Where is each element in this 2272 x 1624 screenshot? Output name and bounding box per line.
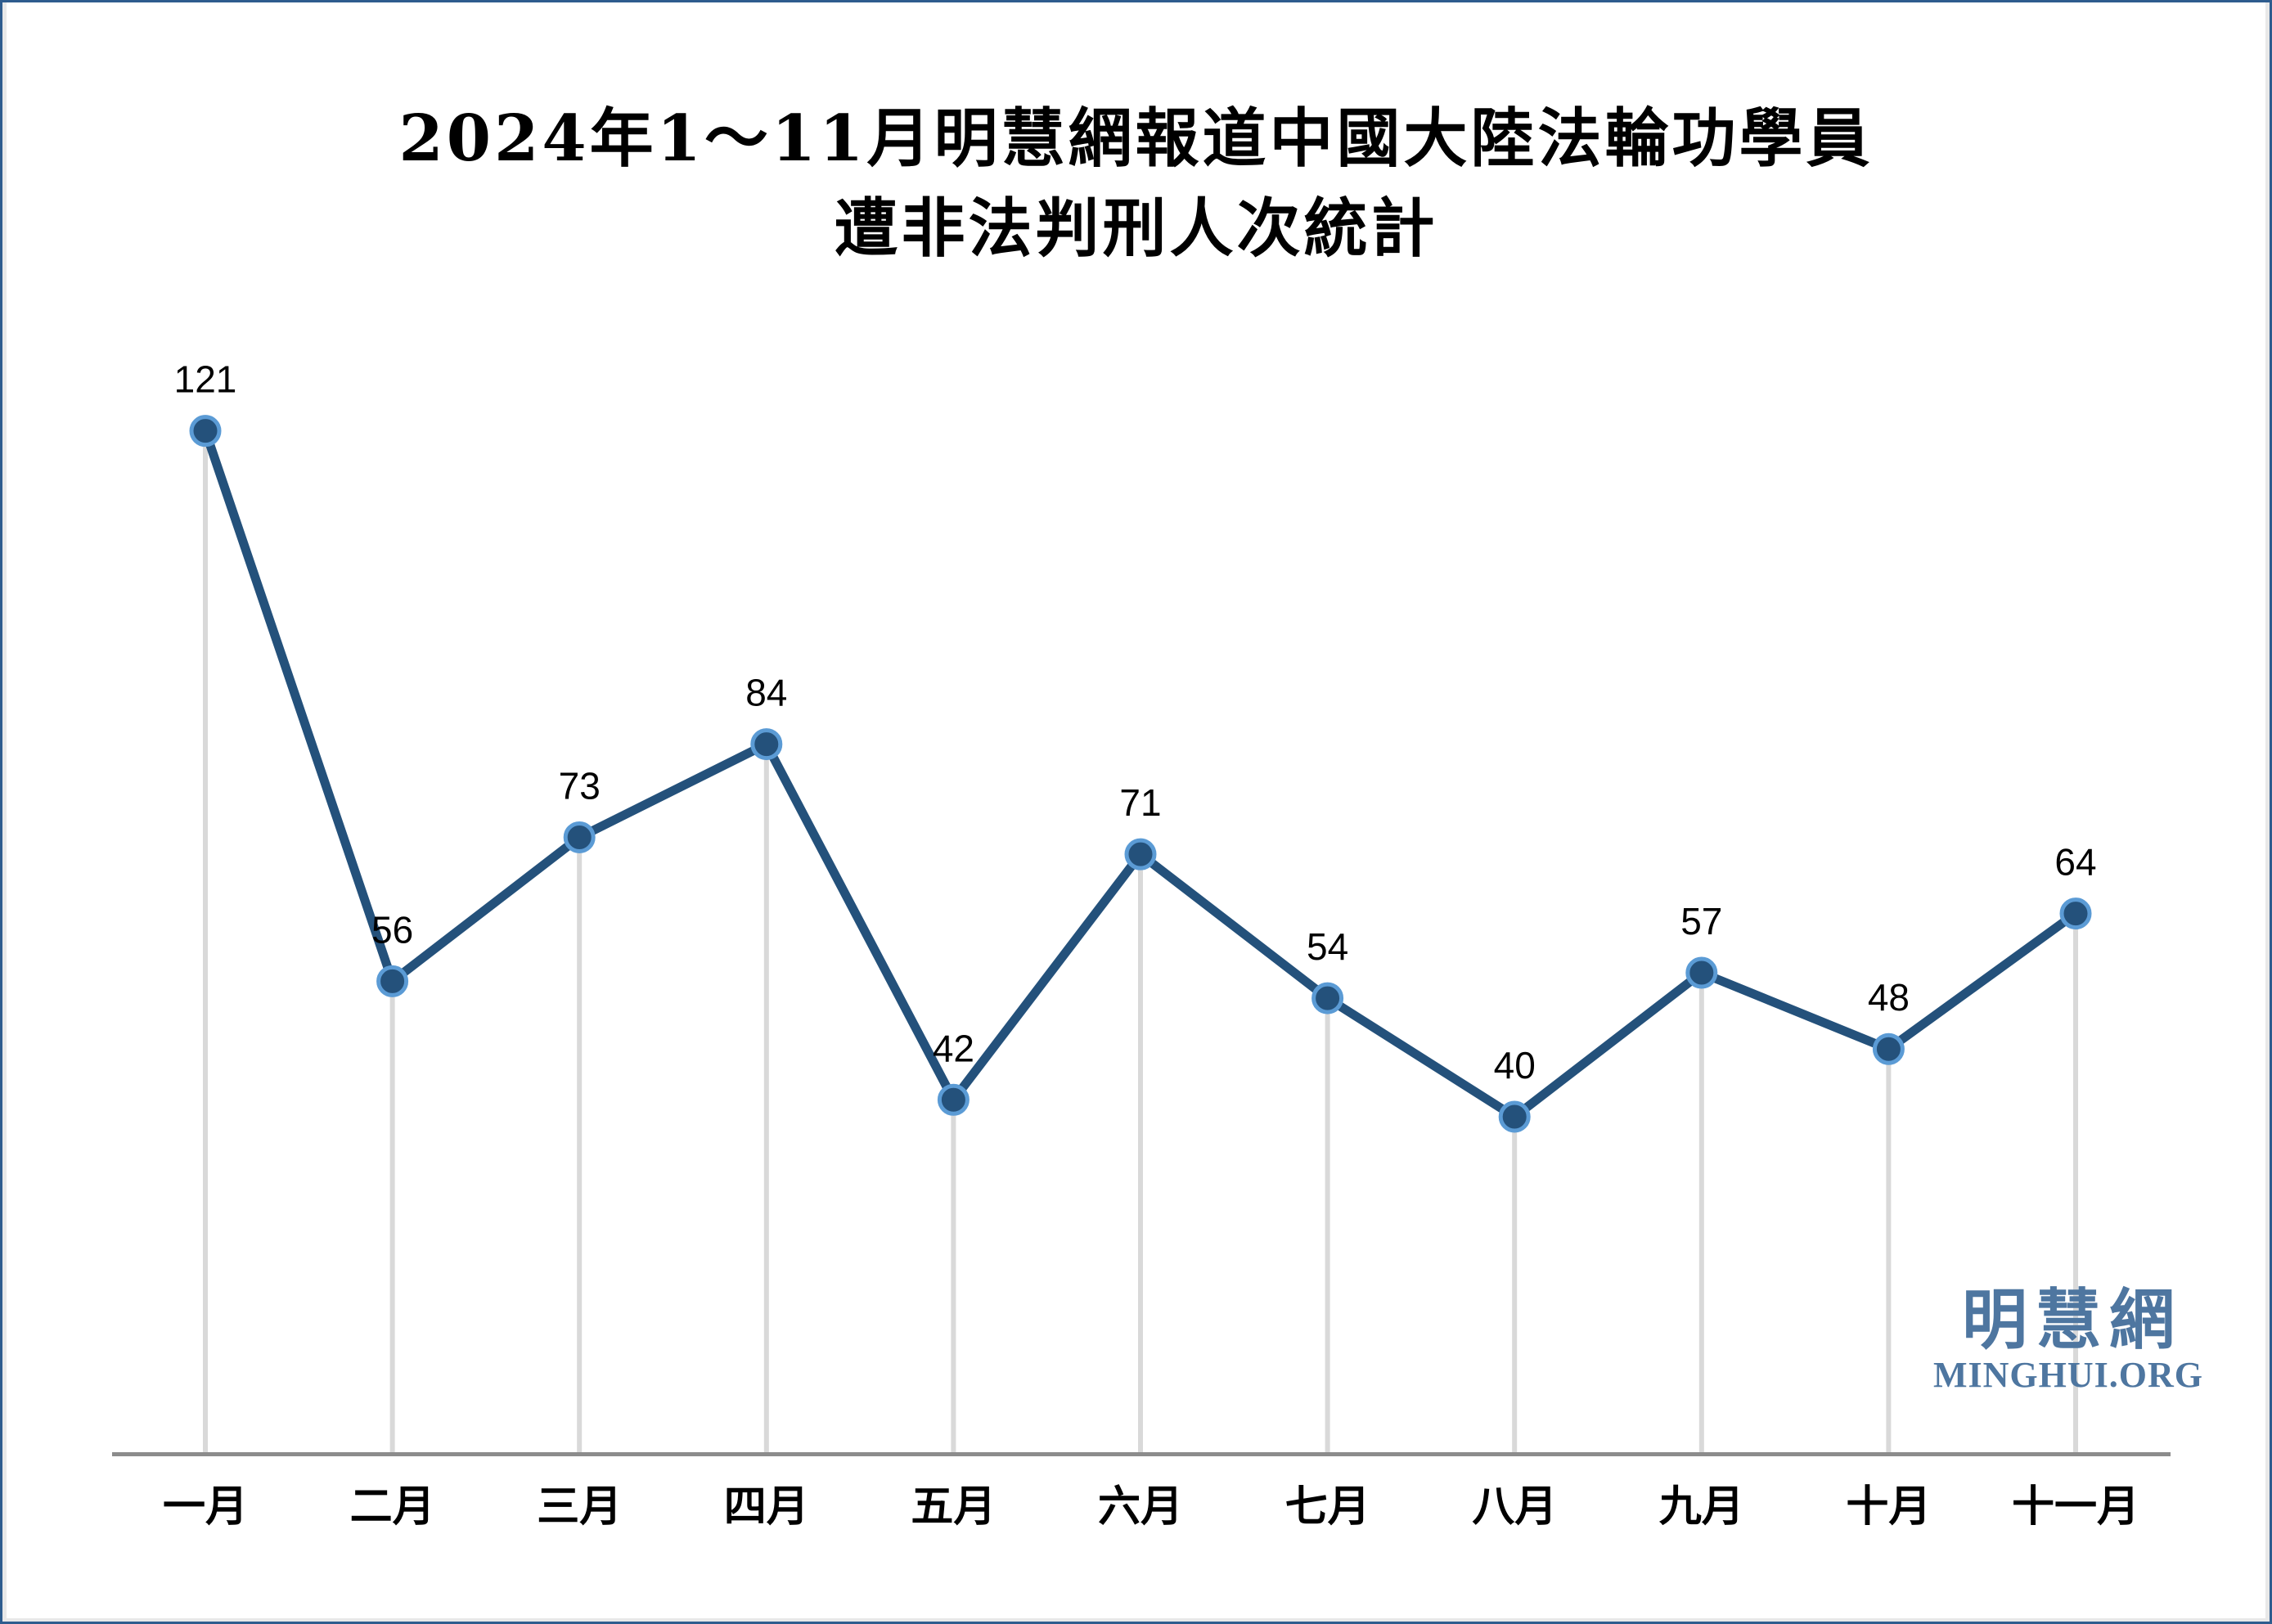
data-point-marker: [376, 965, 409, 997]
x-axis-label: 五月: [911, 1482, 996, 1532]
x-axis-label: 十一月: [2012, 1482, 2139, 1532]
data-point-label: 42: [933, 1027, 974, 1069]
data-point-marker: [1124, 838, 1157, 870]
x-axis-label: 九月: [1659, 1482, 1744, 1532]
data-point-label: 84: [745, 672, 787, 714]
x-axis-label: 八月: [1472, 1482, 1557, 1532]
data-point-marker: [563, 821, 596, 853]
x-axis-label: 一月: [163, 1482, 248, 1532]
data-point-marker: [2059, 897, 2092, 930]
minghui-logo-cjk: 明慧網: [1962, 1281, 2183, 1358]
data-point-marker: [189, 415, 222, 448]
x-axis-label: 四月: [724, 1482, 809, 1532]
data-point-label: 71: [1119, 781, 1161, 824]
data-point-label: 64: [2054, 841, 2096, 884]
data-point-label: 121: [174, 358, 237, 401]
x-axis-label: 十月: [1846, 1482, 1931, 1532]
x-axis-line: [112, 1452, 2171, 1456]
data-point-label: 54: [1307, 925, 1348, 968]
data-point-label: 48: [1868, 976, 1910, 1019]
x-axis-label: 二月: [350, 1482, 435, 1532]
x-axis-label: 三月: [537, 1482, 622, 1532]
chart-title-line1: 2024年1～11月明慧網報道中國大陸法輪功學員: [398, 101, 1874, 176]
chart-title-line2: 遭非法判刑人次統計: [834, 191, 1438, 266]
data-point-marker: [937, 1083, 970, 1116]
data-point-label: 56: [371, 908, 413, 951]
x-axis-label: 七月: [1285, 1482, 1370, 1532]
chart-title: 2024年1～11月明慧網報道中國大陸法輪功學員 遭非法判刑人次統計: [2, 94, 2270, 274]
data-point-label: 57: [1680, 900, 1722, 942]
data-point-label: 40: [1494, 1044, 1536, 1086]
data-point-marker: [750, 728, 783, 761]
minghui-logo: 明慧網 MINGHUI.ORG: [1933, 1287, 2203, 1393]
data-point-label: 73: [559, 764, 601, 807]
x-axis-label: 六月: [1098, 1482, 1183, 1532]
data-point-marker: [1685, 956, 1718, 989]
data-point-marker: [1498, 1100, 1531, 1133]
data-point-marker: [1311, 982, 1344, 1014]
data-point-marker: [1872, 1032, 1905, 1065]
minghui-logo-latin: MINGHUI.ORG: [1933, 1355, 2203, 1395]
